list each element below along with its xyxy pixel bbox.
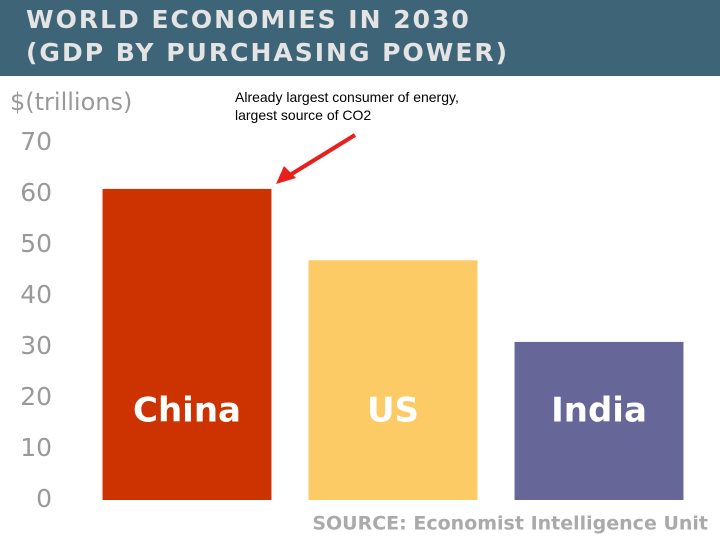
y-tick-label: 50 [20,229,52,258]
y-tick-label: 30 [20,331,52,360]
y-tick-label: 10 [20,433,52,462]
annotation: Already largest consumer of energy, larg… [235,89,459,123]
y-tick-label: 0 [36,484,52,513]
category-label: US [367,391,419,431]
category-label: India [551,391,647,431]
bar [514,341,684,500]
category-label: China [133,391,241,431]
bar [102,188,272,500]
y-tick-label: 20 [20,382,52,411]
header-band [0,0,720,76]
y-tick-label: 70 [20,127,52,156]
annotation-arrow [288,133,357,177]
source: SOURCE: Economist Intelligence Unit [312,513,708,535]
annotation-arrowhead [276,166,296,184]
y-axis-label: $(trillions) [10,88,132,116]
y-tick-label: 60 [20,178,52,207]
y-tick-label: 40 [20,280,52,309]
bar [308,260,478,500]
chart-subtitle: (GDP BY PURCHASING POWER) [26,38,509,67]
chart-title: WORLD ECONOMIES IN 2030 [26,5,471,34]
